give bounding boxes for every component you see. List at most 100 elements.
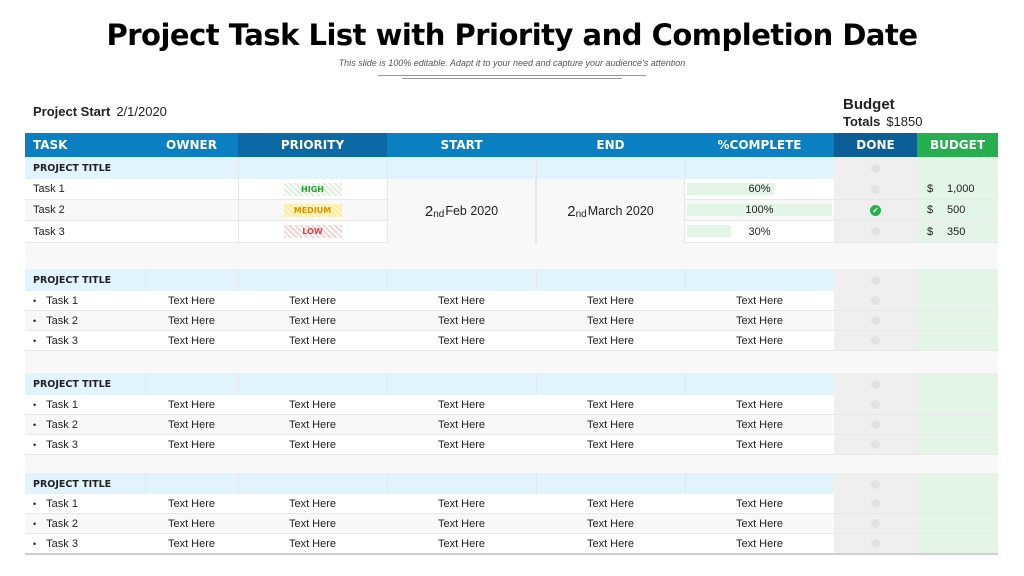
priority-cell[interactable]: Text Here — [288, 497, 337, 510]
budget-cell: $350 — [917, 221, 998, 242]
owner-cell[interactable]: Text Here — [167, 418, 216, 431]
done-cell — [834, 514, 917, 533]
start-cell[interactable]: Text Here — [437, 398, 486, 411]
budget-cell — [917, 269, 998, 291]
priority-cell[interactable]: Text Here — [288, 537, 337, 550]
end-cell[interactable]: Text Here — [586, 334, 635, 347]
done-cell — [834, 331, 917, 350]
end-cell[interactable]: Text Here — [586, 398, 635, 411]
owner-cell[interactable]: Text Here — [167, 294, 216, 307]
complete-cell[interactable]: Text Here — [735, 438, 784, 451]
task-name: • Task 1 — [33, 398, 78, 411]
page-subtitle: This slide is 100% editable. Adapt it to… — [338, 58, 686, 68]
end-cell[interactable]: Text Here — [586, 438, 635, 451]
complete-cell[interactable]: Text Here — [735, 294, 784, 307]
end-cell[interactable]: Text Here — [586, 418, 635, 431]
bullet-icon: • — [33, 439, 37, 450]
priority-cell[interactable]: Text Here — [288, 517, 337, 530]
done-cell — [834, 269, 917, 291]
done-cell — [834, 534, 917, 553]
end-cell[interactable]: Text Here — [586, 497, 635, 510]
subtitle-divider — [378, 75, 646, 76]
complete-cell[interactable]: Text Here — [735, 537, 784, 550]
budget-cell — [917, 291, 998, 310]
done-indicator[interactable] — [871, 163, 880, 173]
project-start: Project Start 2/1/2020 — [33, 104, 167, 119]
task-name: • Task 1 — [33, 294, 78, 307]
done-indicator[interactable] — [871, 400, 880, 409]
budget-totals: Totals $1850 — [843, 114, 922, 129]
budget-cell: $500 — [917, 200, 998, 220]
done-cell — [834, 395, 917, 414]
owner-cell[interactable]: Text Here — [167, 497, 216, 510]
start-cell[interactable]: Text Here — [437, 497, 486, 510]
done-indicator[interactable] — [871, 296, 880, 305]
priority-cell[interactable]: Text Here — [288, 314, 337, 327]
done-indicator[interactable] — [871, 316, 880, 325]
start-cell[interactable]: Text Here — [437, 334, 486, 347]
bullet-icon: • — [33, 295, 37, 306]
table-row: • Task 3 Text Here Text Here Text Here Text H… — [25, 331, 998, 351]
priority-cell[interactable]: Text Here — [288, 294, 337, 307]
start-cell[interactable]: Text Here — [437, 537, 486, 550]
budget-cell — [917, 514, 998, 533]
start-cell[interactable]: Text Here — [437, 438, 486, 451]
complete-cell[interactable]: Text Here — [735, 314, 784, 327]
done-indicator[interactable] — [871, 440, 880, 449]
budget-cell — [917, 435, 998, 454]
done-indicator[interactable] — [871, 539, 880, 548]
end-cell[interactable]: Text Here — [586, 537, 635, 550]
section-gap — [25, 243, 998, 269]
bullet-icon: • — [33, 419, 37, 430]
done-indicator[interactable] — [871, 336, 880, 345]
start-cell[interactable]: Text Here — [437, 517, 486, 530]
priority-cell[interactable]: Text Here — [288, 398, 337, 411]
owner-cell[interactable]: Text Here — [167, 334, 216, 347]
complete-cell[interactable]: Text Here — [735, 398, 784, 411]
budget-cell — [917, 373, 998, 395]
check-icon[interactable]: ✓ — [870, 204, 881, 216]
start-cell[interactable]: Text Here — [437, 314, 486, 327]
project-start-label: Project Start — [33, 104, 111, 119]
complete-cell[interactable]: Text Here — [735, 497, 784, 510]
owner-cell[interactable]: Text Here — [167, 398, 216, 411]
budget-cell — [917, 473, 998, 495]
done-indicator[interactable] — [871, 479, 880, 489]
bullet-icon: • — [33, 315, 37, 326]
priority-cell[interactable]: Text Here — [288, 438, 337, 451]
priority-cell[interactable]: Text Here — [288, 334, 337, 347]
project-title: PROJECT TITLE — [33, 274, 112, 286]
done-indicator[interactable] — [871, 519, 880, 528]
owner-cell[interactable]: Text Here — [167, 517, 216, 530]
task-name: Task 3 — [33, 225, 65, 238]
start-cell[interactable]: Text Here — [437, 294, 486, 307]
end-cell[interactable]: Text Here — [586, 294, 635, 307]
complete-cell[interactable]: Text Here — [735, 418, 784, 431]
done-indicator[interactable] — [871, 275, 880, 285]
project-title-row: PROJECT TITLE — [25, 157, 998, 179]
end-cell[interactable]: Text Here — [586, 314, 635, 327]
project-title: PROJECT TITLE — [33, 162, 112, 174]
done-indicator[interactable] — [871, 499, 880, 508]
done-indicator[interactable] — [871, 227, 880, 236]
done-indicator[interactable] — [871, 420, 880, 429]
task-name: • Task 2 — [33, 314, 78, 327]
done-indicator[interactable] — [871, 184, 880, 194]
header-done: DONE — [834, 133, 917, 157]
done-indicator[interactable] — [871, 379, 880, 389]
complete-cell[interactable]: Text Here — [735, 517, 784, 530]
end-cell[interactable]: Text Here — [586, 517, 635, 530]
budget-cell: $1,000 — [917, 179, 998, 199]
page-title: Project Task List with Priority and Comp… — [106, 18, 919, 52]
owner-cell[interactable]: Text Here — [167, 314, 216, 327]
complete-cell[interactable]: Text Here — [735, 334, 784, 347]
project-title-row: PROJECT TITLE — [25, 373, 998, 395]
owner-cell[interactable]: Text Here — [167, 537, 216, 550]
done-cell — [834, 291, 917, 310]
priority-badge-medium: MEDIUM — [283, 203, 342, 217]
table-row: • Task 3 Text Here Text Here Text Here Text H… — [25, 435, 998, 455]
priority-cell[interactable]: Text Here — [288, 418, 337, 431]
start-cell[interactable]: Text Here — [437, 418, 486, 431]
owner-cell[interactable]: Text Here — [167, 438, 216, 451]
